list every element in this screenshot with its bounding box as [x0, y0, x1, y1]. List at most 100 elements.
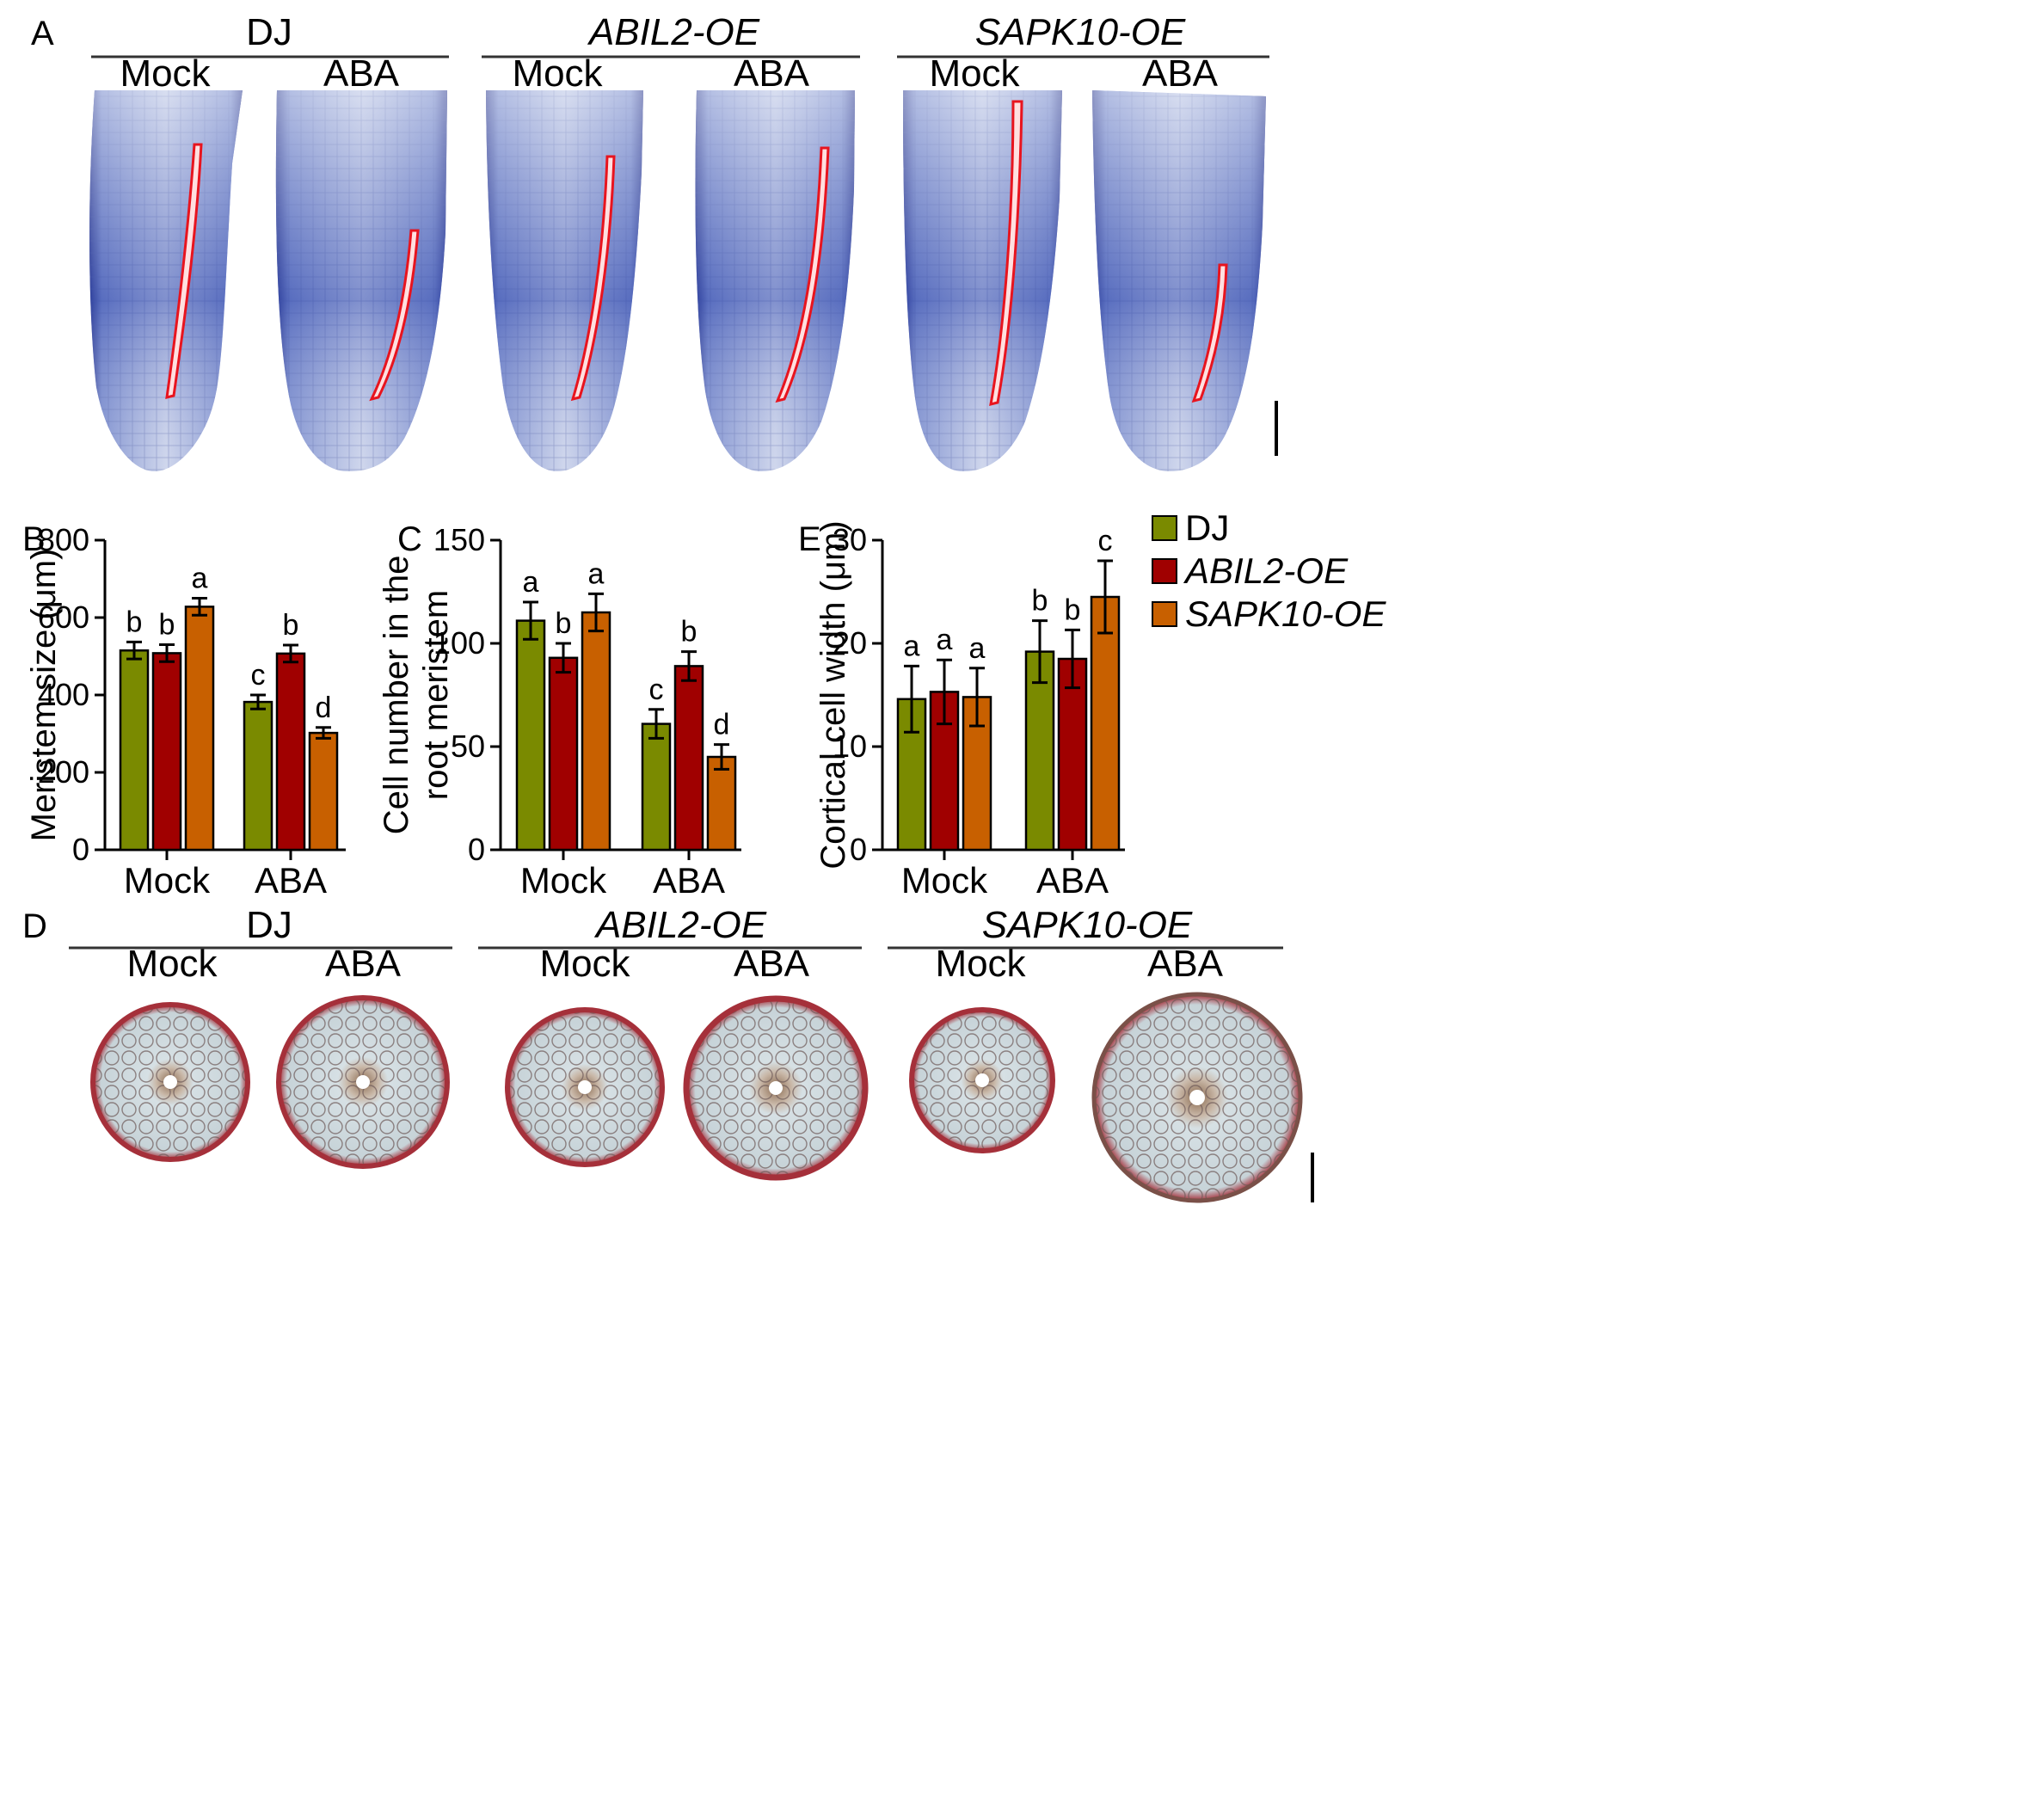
chart-c-category-label-mock: Mock — [520, 860, 607, 901]
chart-c-y-axis-label-line: Cell number in the — [378, 556, 415, 835]
chart-c-significance-letter-abil2-oe-mock: b — [556, 607, 572, 640]
panel-a-label-abil2-aba: ABA — [734, 52, 810, 95]
panel-a-label-dj-mock: Mock — [120, 52, 211, 95]
cross-section-image-sapk10-mock — [909, 1007, 1055, 1153]
chart-c-category-label-aba: ABA — [653, 860, 725, 901]
chart-b-significance-letter-abil2-oe-mock: b — [159, 609, 175, 642]
panel-d-group-abil2: ABIL2-OE Mock ABA — [478, 904, 862, 985]
chart-e-significance-letter-abil2-oe-mock: a — [937, 624, 953, 656]
panel-d-letter: D — [22, 907, 47, 945]
chart-b-y-tick-label: 0 — [72, 832, 89, 867]
chart-e-y-tick-label: 10 — [833, 729, 867, 764]
chart-b-y-tick-label: 600 — [38, 599, 89, 635]
chart-b-significance-letter-dj-mock: b — [126, 606, 143, 638]
chart-c-significance-letter-abil2-oe-aba: b — [681, 616, 697, 649]
panel-a-letter: A — [31, 15, 54, 52]
chart-b-bar-sapk10-oe-mock — [184, 606, 215, 852]
panel-a-label-abil2-mock: Mock — [512, 52, 603, 95]
chart-c-bar-sapk10-oe-mock — [581, 611, 611, 852]
chart-b-significance-letter-sapk10-oe-mock: a — [192, 563, 208, 595]
chart-e-y-axis-label: Cortical cell width (μm) — [814, 520, 852, 869]
chart-b-y-tick-label: 200 — [38, 754, 89, 790]
chart-e-significance-letter-dj-mock: a — [904, 630, 920, 662]
panel-a-label-sapk10-aba: ABA — [1142, 52, 1219, 95]
root-tip-image-sapk10-aba — [1092, 90, 1266, 471]
chart-c-y-axis-label: Cell number in theroot meristem — [378, 556, 455, 835]
chart-c-significance-letter-sapk10-oe-aba: d — [714, 709, 730, 741]
chart-b-significance-letter-abil2-oe-aba: b — [283, 609, 299, 642]
panel-a-group-label-abil2: ABIL2-OE — [587, 11, 760, 53]
legend-swatch-dj — [1152, 515, 1177, 541]
panel-a-group-label-sapk10: SAPK10-OE — [975, 11, 1186, 53]
panel-d-label-dj-mock: Mock — [126, 943, 218, 985]
legend: DJ ABIL2-OE SAPK10-OE — [1152, 507, 1386, 634]
root-tip-image-abil2-aba — [695, 90, 855, 471]
legend-swatch-sapk10 — [1152, 601, 1177, 627]
cross-section-image-dj-mock — [90, 1002, 250, 1162]
panel-a-group-abil2: ABIL2-OE Mock ABA — [482, 11, 860, 95]
chart-c-y-tick-label: 50 — [451, 729, 485, 764]
panel-a-group-label-dj: DJ — [246, 11, 292, 53]
panel-d-label-sapk10-aba: ABA — [1147, 943, 1224, 985]
chart-b-category-label-mock: Mock — [124, 860, 211, 901]
chart-e-significance-letter-abil2-oe-aba: b — [1065, 593, 1081, 626]
chart-e-significance-letter-dj-aba: b — [1032, 585, 1048, 618]
chart-b-significance-letter-sapk10-oe-aba: d — [316, 692, 332, 724]
root-tip-image-dj-aba — [275, 90, 447, 471]
chart-c-bar-dj-aba — [641, 722, 672, 852]
legend-label-dj: DJ — [1185, 507, 1229, 548]
chart-e-category-label-mock: Mock — [901, 860, 988, 901]
chart-c-y-tick-label: 150 — [433, 522, 485, 557]
chart-b-bar-abil2-oe-mock — [151, 652, 182, 852]
panel-a: A DJ Mock ABA ABIL2-OE Mock ABA SAPK10-O… — [31, 11, 1278, 471]
chart-c-bar-dj-mock — [515, 619, 546, 852]
chart-e-y-tick-label: 20 — [833, 625, 867, 661]
chart-e-bar-abil2-oe-aba — [1057, 657, 1088, 852]
legend-swatch-abil2 — [1152, 558, 1177, 584]
panel-d-label-abil2-mock: Mock — [539, 943, 630, 985]
chart-c-significance-letter-sapk10-oe-mock: a — [588, 557, 605, 590]
chart-b-category-label-aba: ABA — [255, 860, 327, 901]
chart-b-y-tick-label: 400 — [38, 677, 89, 712]
panel-d: D DJ Mock ABA ABIL2-OE Mock ABA SAPK10-O… — [22, 904, 1314, 1203]
chart-c-significance-letter-dj-aba: c — [649, 673, 664, 706]
chart-b-bar-dj-mock — [119, 649, 150, 852]
legend-label-sapk10: SAPK10-OE — [1185, 593, 1386, 634]
chart-e-category-label-aba: ABA — [1036, 860, 1109, 901]
chart-e-significance-letter-sapk10-oe-aba: c — [1098, 525, 1113, 557]
chart-c-y-tick-label: 100 — [433, 625, 485, 661]
chart-e-y-tick-label: 30 — [833, 522, 867, 557]
chart-b-bar-sapk10-oe-aba — [308, 731, 339, 852]
cross-section-image-sapk10-aba — [1091, 992, 1303, 1203]
chart-c-y-tick-label: 0 — [468, 832, 485, 867]
cross-section-image-dj-aba — [276, 995, 450, 1169]
chart-b-bar-dj-aba — [243, 700, 273, 852]
chart-e-significance-letter-sapk10-oe-mock: a — [969, 632, 986, 665]
chart-b-y-axis-label: Meristem size (μm) — [25, 549, 63, 842]
chart-c-bar-abil2-oe-mock — [548, 656, 579, 852]
chart-e-y-tick-label: 0 — [850, 832, 867, 867]
chart-b-y-tick-label: 800 — [38, 522, 89, 557]
chart-c-y-axis-label-line: root meristem — [417, 590, 455, 801]
panel-c-letter: C — [397, 520, 422, 558]
root-tip-image-sapk10-mock — [903, 90, 1062, 471]
cross-section-image-abil2-mock — [505, 1007, 665, 1167]
chart-c-significance-letter-dj-mock: a — [523, 566, 539, 599]
panel-d-label-dj-aba: ABA — [325, 943, 402, 985]
legend-label-abil2: ABIL2-OE — [1183, 550, 1349, 591]
panel-d-group-label-sapk10: SAPK10-OE — [982, 904, 1193, 946]
panel-a-label-dj-aba: ABA — [323, 52, 400, 95]
cross-section-image-abil2-aba — [683, 995, 869, 1181]
root-tip-image-dj-mock — [89, 90, 243, 471]
panel-d-group-label-abil2: ABIL2-OE — [593, 904, 767, 946]
panel-e-letter: E — [798, 520, 821, 558]
chart-c-bar-abil2-oe-aba — [673, 665, 704, 852]
panel-d-group-label-dj: DJ — [246, 904, 292, 946]
panel-d-group-dj: DJ Mock ABA — [69, 904, 452, 985]
panel-b-letter: B — [22, 520, 46, 558]
panel-d-group-sapk10: SAPK10-OE Mock ABA — [888, 904, 1283, 985]
panel-d-label-abil2-aba: ABA — [734, 943, 810, 985]
